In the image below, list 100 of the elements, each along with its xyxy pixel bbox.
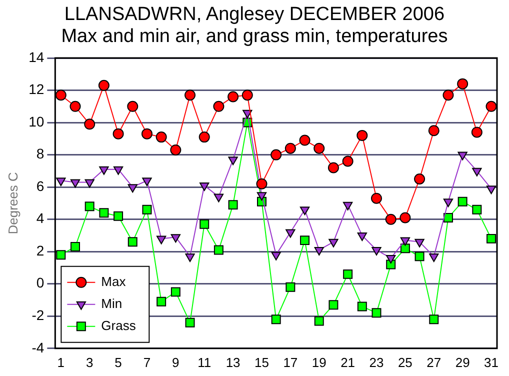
- point: [256, 192, 267, 201]
- point: [299, 134, 310, 146]
- point: [113, 166, 124, 175]
- point: [400, 212, 411, 224]
- point: [142, 178, 152, 186]
- point: [458, 196, 468, 206]
- point: [184, 90, 196, 101]
- point: [170, 144, 182, 156]
- point: [70, 179, 80, 188]
- y-tick-label: 4: [36, 210, 44, 226]
- point: [56, 250, 66, 260]
- x-tick-label: 15: [254, 354, 269, 370]
- point: [314, 246, 324, 256]
- point: [200, 219, 210, 229]
- point: [400, 237, 410, 246]
- point: [414, 238, 424, 248]
- point: [114, 211, 124, 221]
- point: [472, 204, 482, 214]
- y-tick-label: 0: [36, 274, 44, 291]
- point: [271, 252, 281, 260]
- legend-label: Grass: [101, 318, 136, 333]
- point: [56, 178, 66, 186]
- y-tick-label: 8: [36, 146, 44, 162]
- point: [170, 287, 180, 297]
- point: [156, 132, 167, 143]
- point: [342, 202, 353, 210]
- point: [372, 308, 382, 318]
- point: [428, 125, 440, 136]
- point: [486, 186, 496, 194]
- point: [457, 78, 468, 90]
- y-tick-label: -2: [32, 306, 44, 323]
- y-tick-label: 10: [28, 113, 44, 130]
- point: [471, 126, 482, 138]
- point: [328, 300, 338, 310]
- x-tick-label: 11: [198, 354, 212, 370]
- x-tick-label: 3: [86, 354, 94, 370]
- y-tick-label: 6: [36, 178, 44, 194]
- x-tick-label: 31: [484, 354, 498, 370]
- point: [357, 232, 367, 241]
- point: [84, 118, 96, 130]
- chart-subtitle: Max and min air, and grass min, temperatures: [60, 26, 449, 48]
- point: [356, 130, 368, 141]
- point: [228, 200, 238, 210]
- point: [84, 202, 94, 212]
- legend-label: Max: [101, 274, 126, 289]
- point: [99, 208, 109, 218]
- x-tick-label: 7: [143, 354, 151, 370]
- y-tick-label: -4: [32, 339, 44, 356]
- point: [429, 253, 439, 262]
- x-tick-label: 23: [369, 354, 384, 370]
- point: [128, 184, 138, 193]
- point: [443, 212, 453, 222]
- point: [228, 91, 239, 102]
- point: [156, 296, 166, 306]
- point: [414, 252, 424, 262]
- point: [400, 244, 410, 254]
- point: [342, 156, 354, 167]
- point: [486, 100, 497, 112]
- point: [486, 234, 496, 244]
- point: [200, 182, 210, 191]
- y-tick-label: 12: [28, 81, 44, 98]
- point: [443, 198, 454, 208]
- point: [242, 90, 253, 101]
- point: [198, 132, 210, 143]
- point: [214, 245, 224, 255]
- point: [228, 156, 238, 166]
- x-tick-label: 27: [426, 354, 442, 370]
- point: [458, 152, 468, 160]
- point: [55, 90, 66, 101]
- point: [112, 128, 124, 140]
- point: [300, 236, 310, 246]
- point: [284, 142, 296, 154]
- point: [213, 100, 224, 112]
- point: [442, 90, 454, 101]
- x-tick-label: 1: [57, 354, 65, 370]
- point: [314, 142, 325, 154]
- point: [429, 314, 439, 324]
- y-axis-title: Degrees C: [5, 172, 20, 234]
- point: [385, 214, 396, 225]
- y-tick-label: 2: [36, 242, 44, 258]
- point: [156, 236, 166, 244]
- x-tick-label: 29: [455, 354, 470, 370]
- point: [328, 238, 338, 248]
- x-tick-label: 9: [172, 354, 180, 370]
- point: [357, 302, 367, 312]
- point: [286, 229, 296, 238]
- point: [300, 206, 310, 216]
- x-tick-label: 13: [226, 354, 240, 370]
- point: [414, 174, 426, 184]
- point: [472, 168, 482, 176]
- point: [328, 162, 339, 174]
- point: [141, 128, 152, 140]
- point: [98, 80, 110, 91]
- point: [70, 100, 81, 112]
- point: [127, 100, 138, 112]
- point: [256, 178, 268, 190]
- point: [214, 194, 224, 202]
- chart-title: LLANSADWRN, Anglesey DECEMBER 2006: [63, 4, 446, 26]
- point: [270, 149, 282, 160]
- point: [314, 316, 324, 326]
